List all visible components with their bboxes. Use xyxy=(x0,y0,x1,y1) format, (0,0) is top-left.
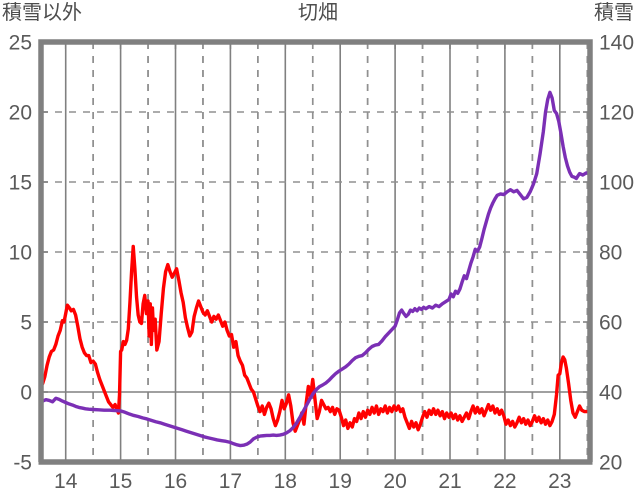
right-axis-title: 積雪 xyxy=(594,2,634,24)
xtick-label-16: 16 xyxy=(164,470,187,493)
ytick-label-right-120: 120 xyxy=(599,102,634,125)
left-axis-title: 積雪以外 xyxy=(2,2,82,24)
ytick-label-left-10: 10 xyxy=(9,242,32,265)
ytick-label-left--5: -5 xyxy=(13,452,32,475)
plot-frame xyxy=(38,39,593,465)
xtick-label-20: 20 xyxy=(383,470,406,493)
plot-border-upper xyxy=(38,39,593,462)
xtick-label-19: 19 xyxy=(329,470,352,493)
ytick-label-right-140: 140 xyxy=(599,32,634,55)
ytick-label-left-15: 15 xyxy=(9,172,32,195)
ytick-label-left-5: 5 xyxy=(20,312,32,335)
ytick-label-left-0: 0 xyxy=(20,382,32,405)
ytick-label-right-100: 100 xyxy=(599,172,634,195)
xtick-label-18: 18 xyxy=(274,470,297,493)
ytick-label-right-80: 80 xyxy=(599,242,622,265)
ytick-label-right-40: 40 xyxy=(599,382,622,405)
xtick-label-21: 21 xyxy=(438,470,461,493)
xtick-label-23: 23 xyxy=(548,470,571,493)
ytick-label-right-20: 20 xyxy=(599,452,622,475)
data-series xyxy=(40,90,591,448)
series-line-non-snow xyxy=(40,244,589,433)
xtick-label-17: 17 xyxy=(219,470,242,493)
xtick-label-14: 14 xyxy=(54,470,78,493)
series-line-snow xyxy=(40,90,591,448)
ytick-label-left-25: 25 xyxy=(9,32,32,55)
xtick-label-15: 15 xyxy=(109,470,132,493)
ytick-label-right-60: 60 xyxy=(599,312,622,335)
ytick-label-left-20: 20 xyxy=(9,102,32,125)
axis-ticks xyxy=(41,42,590,393)
chart-title: 切畑 xyxy=(298,2,338,24)
axis-tick-labels: 25 20 15 10 5 0 -5 140 120 100 80 60 40 20 14 15 16 17 18 1… xyxy=(9,32,634,494)
xtick-label-22: 22 xyxy=(493,470,516,493)
